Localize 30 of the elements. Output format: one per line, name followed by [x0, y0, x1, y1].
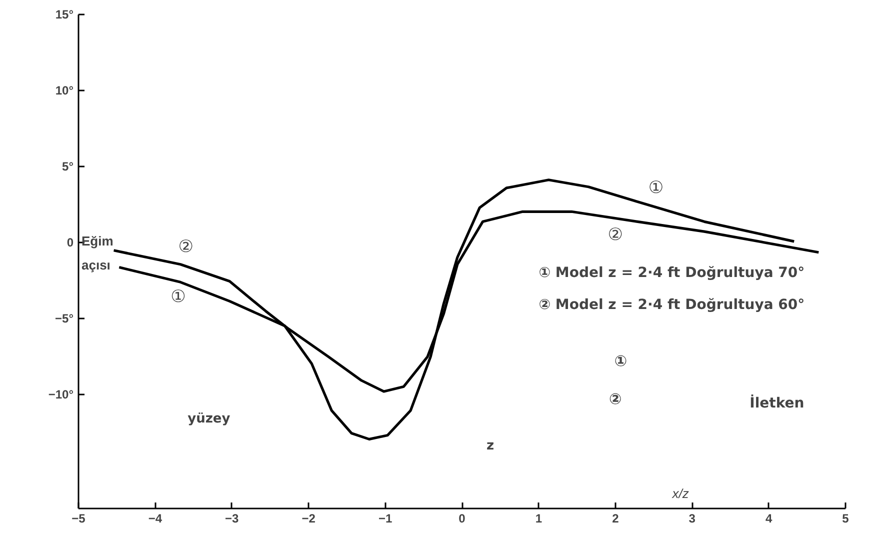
x-tick-label: 3 [688, 512, 696, 526]
annotation: ② [609, 390, 622, 408]
y-tick-label: −10° [48, 388, 74, 402]
x-tick-label: −3 [225, 512, 240, 526]
x-tick-label: 0 [458, 512, 466, 526]
x-tick-label: 5 [842, 512, 850, 526]
annotation: ② Model z = 2·4 ft Doğrultuya 60° [538, 296, 805, 313]
y-tick-label: −5° [55, 312, 74, 326]
x-tick-label: 2 [612, 512, 620, 526]
annotation: ① [614, 352, 628, 370]
x-tick-label: −5 [72, 512, 86, 526]
x-tick-label: −4 [148, 512, 162, 526]
text: ① [648, 178, 664, 198]
y-tick-label: 15° [55, 8, 74, 22]
series-label: ① [170, 287, 186, 308]
x-tick-label: 1 [535, 512, 542, 526]
annotation: yüzey [188, 411, 231, 426]
x-tick-label: −1 [378, 512, 392, 526]
series-label: ② [608, 224, 624, 245]
y-tick-label: 0 [66, 236, 74, 250]
y-tick-label: 5° [62, 160, 74, 174]
x-tick-label: 4 [765, 512, 772, 526]
annotation: İletken [750, 394, 804, 412]
text: ② [178, 237, 194, 258]
y-tick-label: 10° [55, 84, 74, 98]
y-axis-title: Eğim açısı [82, 234, 114, 272]
x-tick-label: −2 [302, 512, 316, 526]
annotation: z [486, 438, 494, 454]
annotation: ① Model z = 2·4 ft Doğrultuya 70° [538, 264, 805, 281]
x-axis-title: x/z [671, 486, 690, 501]
